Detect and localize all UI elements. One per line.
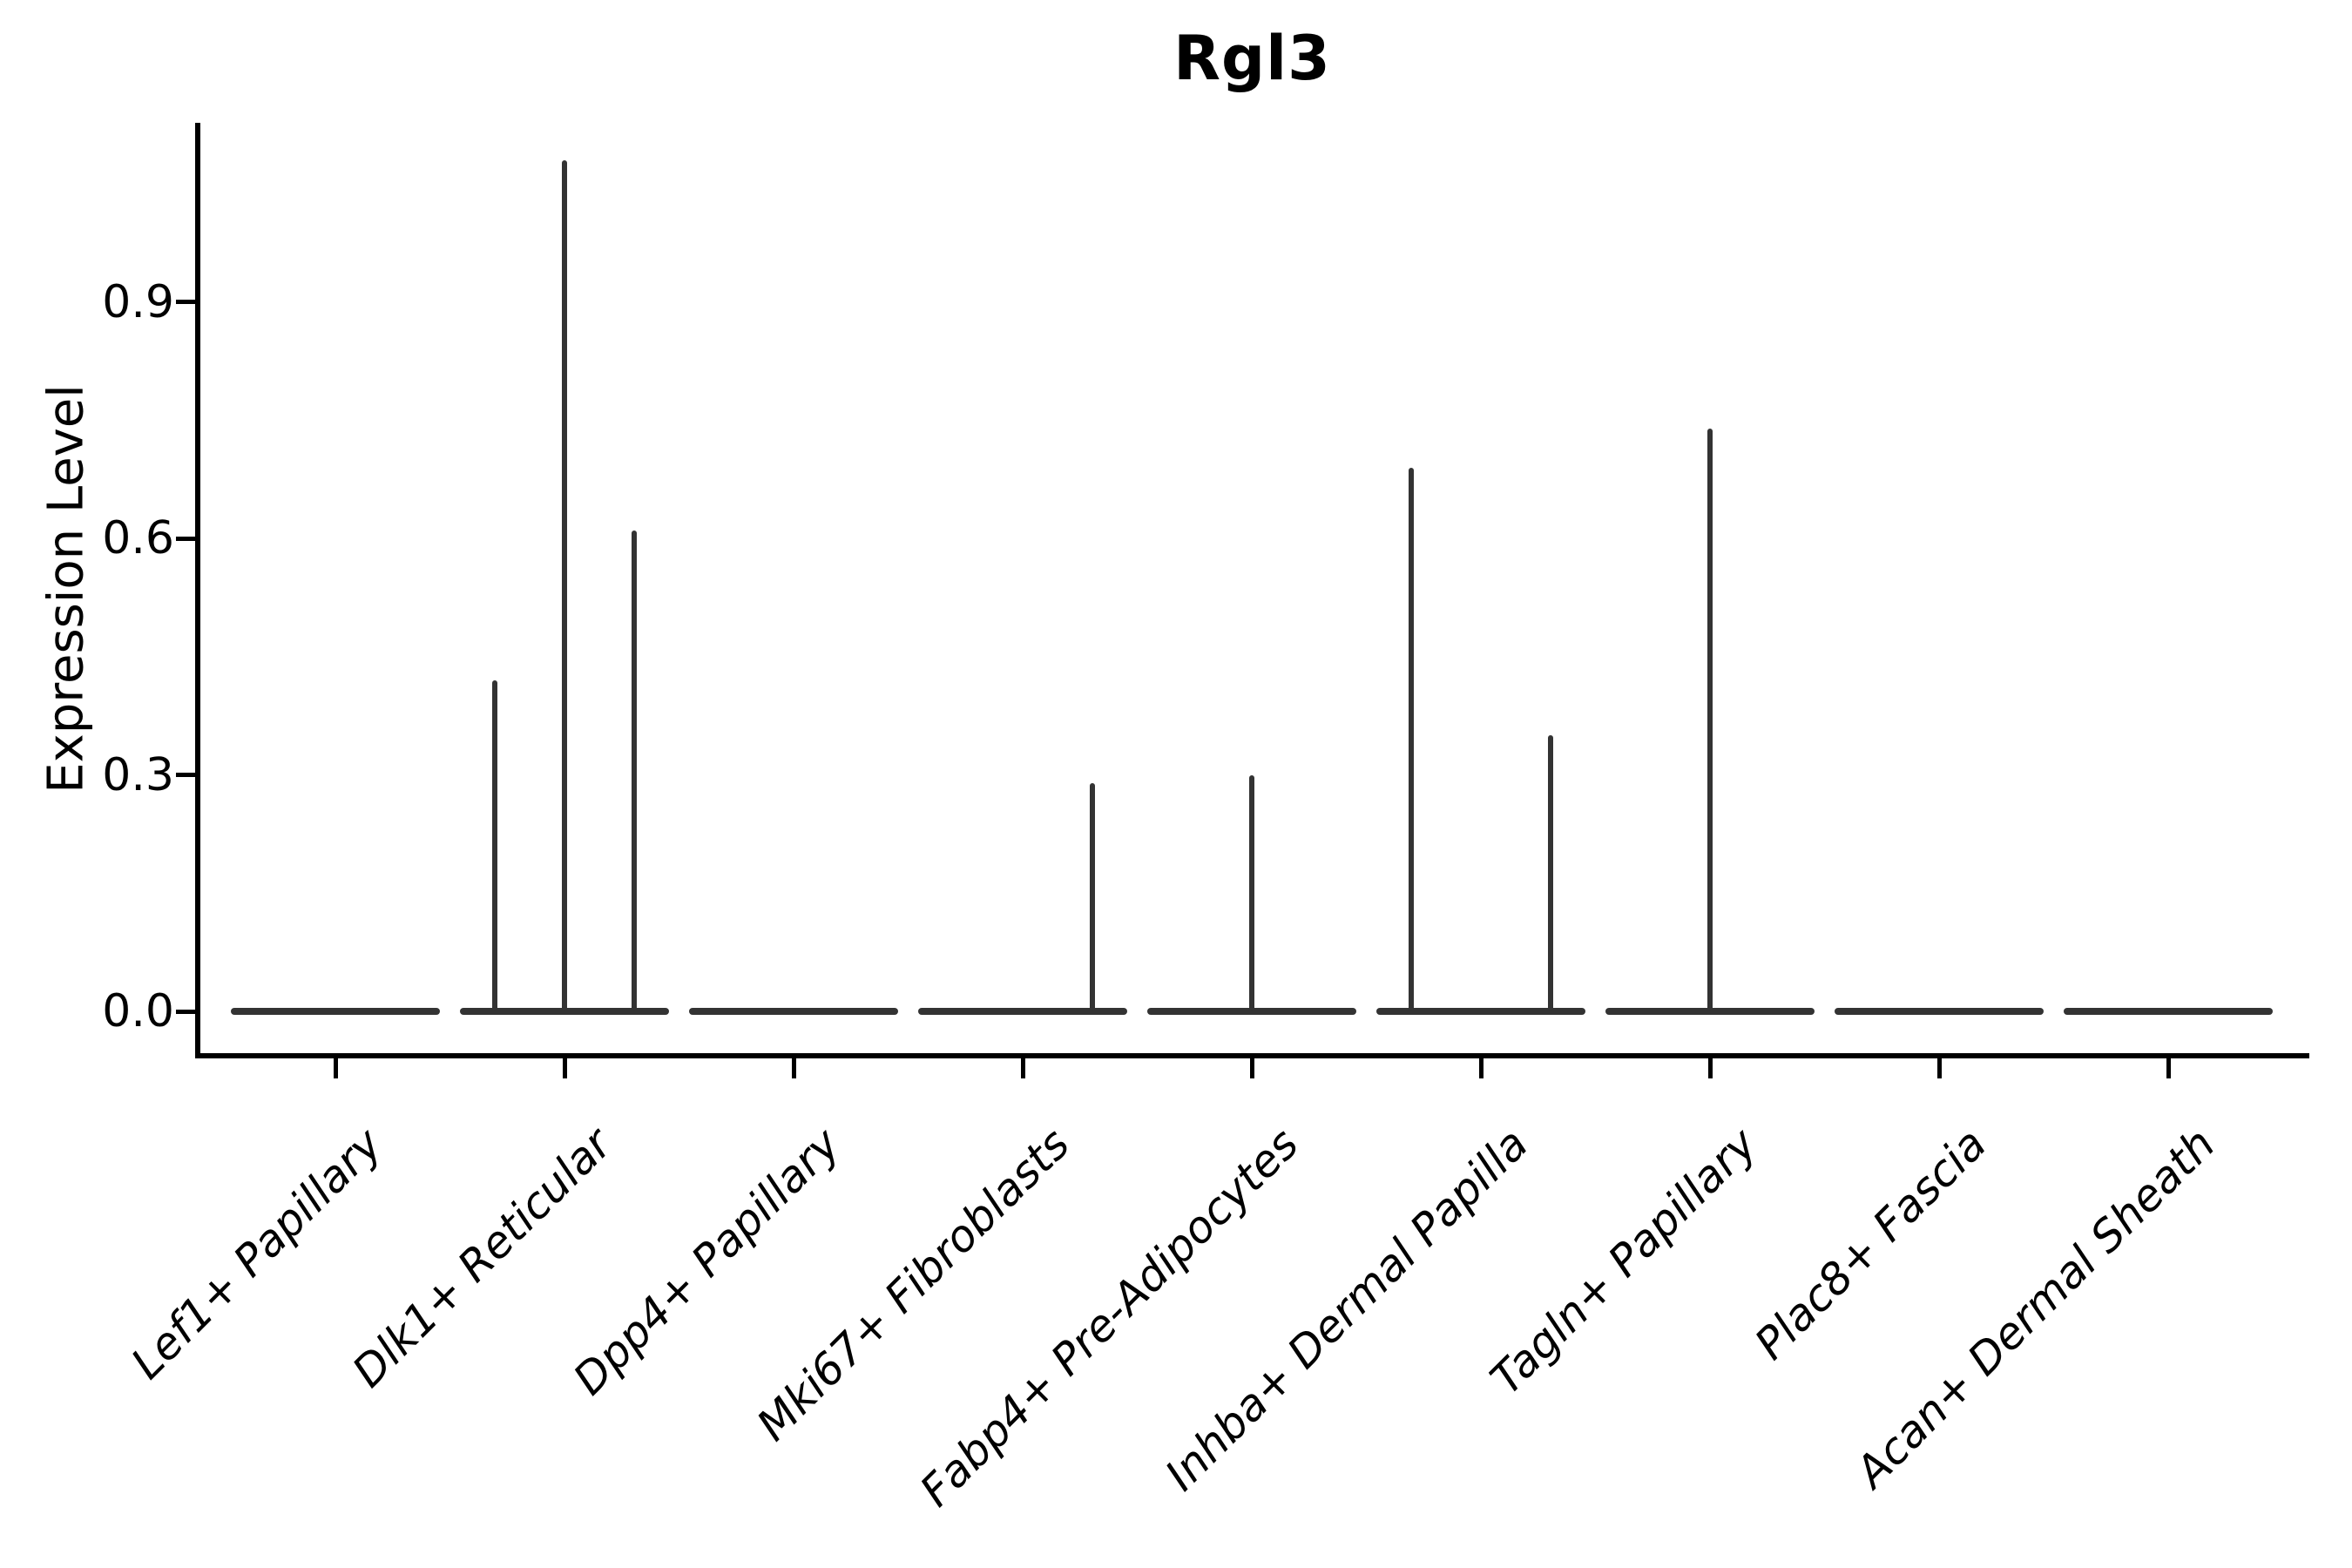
violin-baseline: [689, 1008, 898, 1015]
y-axis-label: Expression Level: [37, 384, 95, 794]
violin-baseline: [1605, 1008, 1815, 1015]
violin-baseline: [1835, 1008, 2044, 1015]
violin-baseline: [460, 1008, 669, 1015]
x-tick-label: Plac8+ Fascia: [1745, 1119, 1997, 1369]
plot-title: Rgl3: [1173, 23, 1331, 94]
x-tick-label: Lef1+ Papillary: [121, 1119, 393, 1389]
y-tick-label: 0.3: [102, 748, 174, 801]
y-tick-label: 0.0: [102, 985, 174, 1037]
x-tick: [1249, 1058, 1254, 1078]
x-tick-label: Inhba+ Dermal Papilla: [1155, 1119, 1538, 1501]
violin-baseline: [231, 1008, 440, 1015]
violin-spike: [1249, 774, 1254, 1011]
x-tick: [1020, 1058, 1025, 1078]
y-tick-label: 0.6: [102, 512, 174, 565]
violin-spike: [1409, 467, 1414, 1011]
violin-spike: [492, 680, 497, 1011]
violin-spike: [562, 160, 567, 1011]
x-tick-label: Fabp4+ Pre-Adipocytes: [910, 1119, 1309, 1517]
violin-baseline: [918, 1008, 1127, 1015]
violin-baseline: [2064, 1008, 2273, 1015]
violin-baseline: [1147, 1008, 1356, 1015]
y-tick: [176, 300, 195, 305]
y-axis-spine: [195, 123, 200, 1058]
x-tick: [1707, 1058, 1713, 1078]
x-tick: [333, 1058, 338, 1078]
violin-spike: [1707, 428, 1713, 1011]
x-tick: [562, 1058, 567, 1078]
violin-spike: [1548, 735, 1553, 1011]
x-tick: [791, 1058, 796, 1078]
y-tick: [176, 536, 195, 541]
violin-spike: [632, 531, 637, 1011]
y-tick-label: 0.9: [102, 275, 174, 328]
x-tick: [1478, 1058, 1484, 1078]
y-tick: [176, 1009, 195, 1014]
x-axis-spine: [195, 1053, 2309, 1058]
x-tick: [1936, 1058, 1942, 1078]
x-tick: [2166, 1058, 2171, 1078]
y-tick: [176, 773, 195, 778]
violin-baseline: [1376, 1008, 1585, 1015]
violin-spike: [1090, 782, 1095, 1011]
